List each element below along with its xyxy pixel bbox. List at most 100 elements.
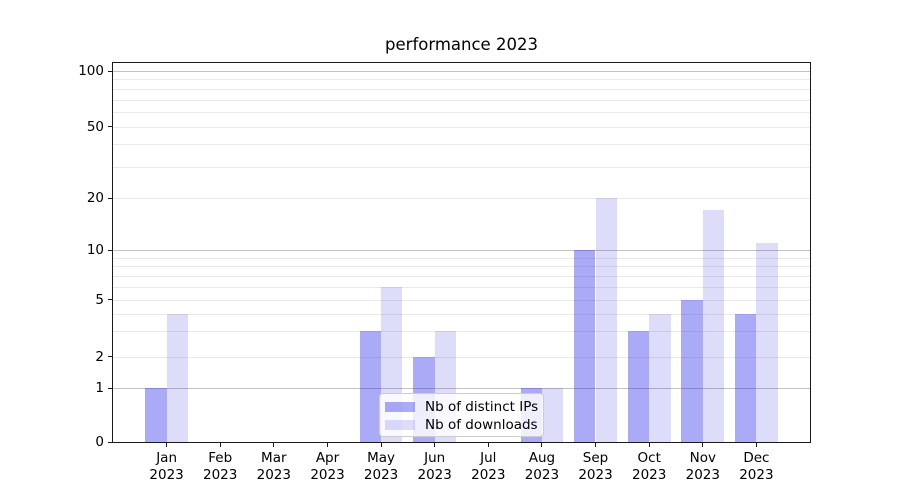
month-line: Jun — [424, 450, 446, 466]
year-line: 2023 — [417, 467, 452, 483]
x-tick-label-mar: Mar 2023 — [244, 450, 304, 484]
x-tick-aug — [541, 443, 543, 447]
legend-item-distinct-ips: Nb of distinct IPs — [385, 398, 539, 416]
y-tick-label-2: 2 — [95, 348, 104, 365]
month-line: Aug — [528, 450, 556, 466]
year-line: 2023 — [578, 467, 613, 483]
gridline-y-6 — [113, 286, 810, 288]
y-tick-5 — [108, 299, 112, 301]
gridline-y-5 — [113, 299, 810, 301]
x-tick-label-jan: Jan 2023 — [137, 450, 197, 484]
gridline-y-1 — [113, 388, 810, 390]
gridline-y-4 — [113, 313, 810, 315]
gridline-y-40 — [113, 144, 810, 146]
y-tick-label-20: 20 — [86, 190, 104, 207]
gridline-y-50 — [113, 126, 810, 128]
year-line: 2023 — [310, 467, 345, 483]
y-tick-label-1: 1 — [95, 380, 104, 397]
year-line: 2023 — [471, 467, 506, 483]
x-tick-label-apr: Apr 2023 — [298, 450, 358, 484]
x-tick-nov — [702, 443, 704, 447]
x-tick-jun — [434, 443, 436, 447]
x-tick-mar — [273, 443, 275, 447]
gridline-y-8 — [113, 266, 810, 267]
year-line: 2023 — [256, 467, 291, 483]
y-tick-label-10: 10 — [86, 242, 104, 258]
y-tick-2 — [108, 356, 112, 358]
y-tick-10 — [108, 249, 112, 251]
gridline-y-2 — [113, 356, 810, 358]
month-line: Oct — [637, 450, 661, 466]
y-tick-label-0: 0 — [95, 434, 104, 450]
gridline-y-60 — [113, 112, 810, 113]
x-tick-sep — [594, 443, 597, 447]
month-line: Jan — [156, 450, 177, 466]
gridline-y-7 — [113, 275, 810, 277]
legend-label-distinct-ips: Nb of distinct IPs — [425, 399, 539, 415]
grid-layer — [113, 63, 810, 442]
bar-nb-of-downloads-sep — [595, 198, 617, 442]
month-line: Feb — [208, 450, 233, 466]
x-tick-oct — [648, 443, 650, 447]
x-tick-dec — [755, 443, 757, 447]
gridline-y-70 — [113, 99, 810, 101]
x-tick-may — [380, 443, 382, 447]
year-line: 2023 — [203, 467, 238, 483]
x-tick-jan — [166, 443, 168, 447]
bar-nb-of-distinct-ips-oct — [627, 331, 650, 442]
x-tick-label-oct: Oct 2023 — [619, 450, 679, 484]
legend-label-downloads: Nb of downloads — [425, 417, 538, 433]
y-tick-50 — [108, 126, 112, 128]
year-line: 2023 — [632, 467, 667, 483]
x-tick-label-feb: Feb 2023 — [190, 450, 250, 484]
month-line: Nov — [689, 450, 716, 466]
bar-nb-of-distinct-ips-dec — [734, 313, 757, 442]
chart-title: performance 2023 — [385, 35, 538, 54]
year-line: 2023 — [149, 467, 184, 483]
month-line: Apr — [315, 450, 340, 466]
y-tick-label-100: 100 — [78, 63, 104, 79]
bar-nb-of-downloads-dec — [756, 242, 778, 442]
gridline-y-9 — [113, 257, 810, 259]
y-tick-1 — [108, 387, 112, 389]
year-line: 2023 — [363, 467, 399, 483]
bar-nb-of-downloads-nov — [702, 210, 725, 442]
y-tick-100 — [108, 70, 112, 72]
x-tick-feb — [219, 443, 221, 447]
y-tick-label-50: 50 — [86, 118, 104, 135]
bar-nb-of-distinct-ips-may — [359, 331, 381, 442]
gridline-y-90 — [113, 79, 810, 81]
legend: Nb of distinct IPs Nb of downloads — [379, 393, 544, 437]
legend-swatch-downloads — [385, 420, 415, 430]
x-tick-label-may: May 2023 — [351, 450, 411, 484]
bar-nb-of-distinct-ips-jan — [145, 388, 167, 442]
legend-item-downloads: Nb of downloads — [385, 416, 538, 434]
x-tick-jul — [487, 443, 489, 447]
month-line: Mar — [261, 450, 287, 466]
x-tick-label-jul: Jul 2023 — [458, 450, 518, 484]
bar-nb-of-distinct-ips-nov — [681, 299, 703, 442]
month-line: May — [367, 450, 396, 466]
x-tick-label-jun: Jun 2023 — [405, 450, 465, 484]
legend-swatch-distinct-ips — [385, 402, 415, 412]
x-tick-apr — [326, 443, 329, 447]
bar-nb-of-downloads-jan — [166, 313, 188, 442]
y-tick-20 — [108, 197, 112, 199]
gridline-y-80 — [113, 88, 810, 90]
month-line: Jul — [480, 450, 497, 466]
y-tick-0 — [108, 441, 112, 443]
year-line: 2023 — [685, 467, 720, 483]
month-line: Sep — [582, 450, 609, 466]
year-line: 2023 — [739, 467, 774, 483]
gridline-y-30 — [113, 166, 810, 168]
gridline-y-3 — [113, 331, 810, 333]
x-tick-label-nov: Nov 2023 — [673, 450, 733, 484]
x-tick-label-sep: Sep 2023 — [566, 450, 626, 484]
x-tick-label-aug: Aug 2023 — [512, 450, 572, 484]
bar-nb-of-downloads-oct — [649, 313, 671, 442]
year-line: 2023 — [524, 467, 560, 483]
bar-nb-of-downloads-aug — [541, 388, 564, 442]
gridline-y-10 — [113, 250, 810, 251]
